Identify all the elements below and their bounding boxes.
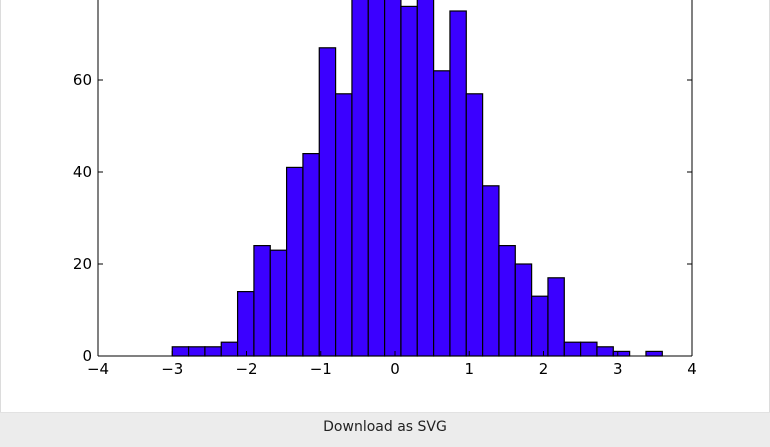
download-svg-button[interactable]: Download as SVG <box>323 419 447 435</box>
x-tick-label: −1 <box>310 360 332 378</box>
histogram-bar <box>187 346 206 357</box>
histogram-bar <box>482 185 500 357</box>
histogram-bar <box>514 263 533 357</box>
x-tick-label: −4 <box>87 360 109 378</box>
histogram-bar <box>253 245 271 357</box>
x-tick-label: −2 <box>235 360 257 378</box>
histogram-bar <box>204 346 222 357</box>
histogram-bar <box>302 153 320 357</box>
histogram-bar <box>580 341 598 357</box>
histogram-bar <box>416 0 435 357</box>
histogram-bar <box>498 245 516 357</box>
y-tick-label: 20 <box>73 255 92 273</box>
histogram-bar <box>367 0 386 357</box>
histogram-bar <box>269 249 288 357</box>
histogram-bar <box>449 10 467 357</box>
footer-bar: Download as SVG <box>0 412 770 447</box>
x-tick-label: 0 <box>390 360 400 378</box>
histogram-bar <box>612 350 631 357</box>
histogram-bar <box>563 341 582 357</box>
x-tick-label: 1 <box>464 360 474 378</box>
y-tick-label: 40 <box>73 163 92 181</box>
y-tick-label: 0 <box>82 347 92 365</box>
histogram-bar <box>318 47 337 357</box>
histogram-bar <box>236 291 255 357</box>
x-tick-label: 2 <box>539 360 549 378</box>
histogram-bar <box>220 341 239 357</box>
histogram-bar <box>531 295 549 357</box>
x-tick-label: 3 <box>613 360 623 378</box>
histogram-bar <box>645 350 663 357</box>
histogram-bar <box>547 277 565 357</box>
histogram-bar <box>465 93 484 357</box>
histogram-bar <box>351 0 369 357</box>
histogram-bar <box>171 346 190 357</box>
histogram-bar <box>384 0 402 357</box>
chart-panel: −4 −3 −2 −1 0 1 2 3 4 0 20 40 60 <box>0 0 770 412</box>
histogram-bar <box>335 93 353 357</box>
x-tick-label: −3 <box>161 360 183 378</box>
histogram-bar <box>285 166 304 357</box>
histogram-bar <box>400 5 418 357</box>
histogram-bar <box>433 70 451 357</box>
x-tick-label: 4 <box>687 360 697 378</box>
histogram-bar <box>596 346 614 357</box>
y-tick-label: 60 <box>73 71 92 89</box>
